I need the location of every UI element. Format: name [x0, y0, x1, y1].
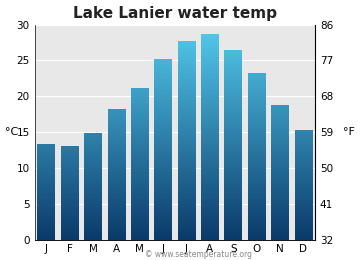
Y-axis label: °C: °C — [5, 127, 19, 137]
Title: Lake Lanier water temp: Lake Lanier water temp — [73, 5, 277, 21]
Y-axis label: °F: °F — [343, 127, 355, 137]
Text: © www.seatemperature.org: © www.seatemperature.org — [144, 250, 252, 259]
